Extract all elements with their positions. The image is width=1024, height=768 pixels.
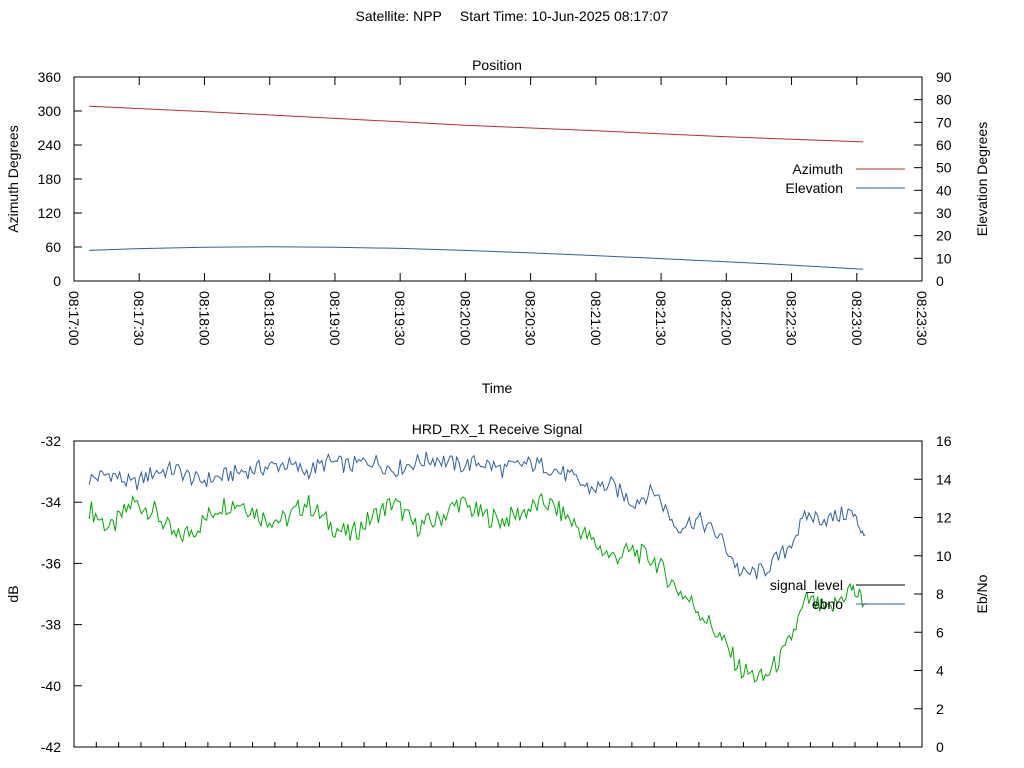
position-series [89,105,864,270]
x-tick-label: 08:23:30 [914,291,930,346]
y2-tick-label: 30 [936,205,952,221]
position-legend: Azimuth Elevation [785,161,905,196]
series-signal-level-line [88,492,866,683]
y-tick-label: 360 [38,69,62,85]
y-tick-label: 60 [45,239,61,255]
x-tick-label: 08:21:30 [653,291,669,346]
y2-tick-label: 16 [936,433,952,449]
legend-signal-level-label: signal_level [770,577,843,593]
y2-tick-label: 6 [936,624,944,640]
y2-tick-label: 50 [936,160,952,176]
x-tick-label: 08:22:00 [718,291,734,346]
y-tick-label: -32 [41,433,61,449]
legend-elevation-label: Elevation [785,180,843,196]
y2-tick-label: 40 [936,182,952,198]
signal-chart: HRD_RX_1 Receive Signal dB Eb/No -42-40-… [5,421,990,755]
x-tick-label: 08:20:30 [523,291,539,346]
x-tick-label: 08:19:00 [327,291,343,346]
x-tick-label: 08:18:30 [262,291,278,346]
y2-tick-label: 10 [936,250,952,266]
position-x-axis-label: Time [482,380,513,396]
signal-axes: -42 -40 -38 -36 -34 -32 0 2 4 6 8 10 12 14 16 [41,433,952,755]
x-tick-label: 08:18:00 [196,291,212,346]
y2-tick-label: 90 [936,69,952,85]
x-tick-label: 08:22:30 [784,291,800,346]
y-tick-label: 120 [38,205,62,221]
legend-ebno-label: ebno [812,596,843,612]
y-tick-label: 180 [38,171,62,187]
x-tick-label: 08:21:00 [588,291,604,346]
page-title: Satellite: NPP Start Time: 10-Jun-2025 08… [0,8,1024,24]
x-tick-label: 08:17:00 [66,291,82,346]
y2-tick-label: 20 [936,228,952,244]
y2-tick-label: 4 [936,663,944,679]
signal-plot-frame [73,440,923,748]
y2-tick-label: 80 [936,92,952,108]
x-tick-label: 08:17:30 [131,291,147,346]
series-Elevation-line [89,246,864,270]
position-y-axis-label: Azimuth Degrees [5,125,21,232]
position-chart-title: Position [472,57,522,73]
signal-chart-title: HRD_RX_1 Receive Signal [412,421,582,437]
y2-tick-label: 14 [936,471,952,487]
signal-y-axis-label: dB [5,585,21,602]
y2-tick-label: 12 [936,510,952,526]
y-tick-label: -34 [41,494,61,510]
position-axes: 0 60 120 180 240 300 360 0 10 20 30 40 50 60 70 80 90 08:… [38,69,952,346]
legend-azimuth-label: Azimuth [792,161,843,177]
y-tick-label: -38 [41,617,61,633]
signal-legend: signal_level ebno [770,577,905,612]
position-y2-axis-label: Elevation Degrees [974,122,990,236]
series-ebno-line [88,451,866,580]
y2-tick-label: 0 [936,273,944,289]
x-tick-label: 08:23:00 [849,291,865,346]
x-tick-label: 08:19:30 [392,291,408,346]
y-tick-label: 240 [38,137,62,153]
y2-tick-label: 8 [936,586,944,602]
y2-tick-label: 0 [936,739,944,755]
start-time-label: Start Time: 10-Jun-2025 08:17:07 [459,8,669,24]
y2-tick-label: 2 [936,701,944,717]
y-tick-label: 0 [53,273,61,289]
y-tick-label: -40 [41,678,61,694]
y2-tick-label: 60 [936,137,952,153]
series-Azimuth-line [89,105,864,143]
position-chart: Position Azimuth Degrees Elevation Degre… [5,57,990,396]
y-tick-label: 300 [38,103,62,119]
y2-tick-label: 70 [936,114,952,130]
x-tick-label: 08:20:00 [457,291,473,346]
signal-y2-axis-label: Eb/No [974,574,990,613]
y2-tick-label: 10 [936,548,952,564]
satellite-label: Satellite: NPP [355,8,442,24]
y-tick-label: -42 [41,739,61,755]
position-plot-frame [73,76,923,282]
y-tick-label: -36 [41,555,61,571]
signal-series [88,451,866,683]
